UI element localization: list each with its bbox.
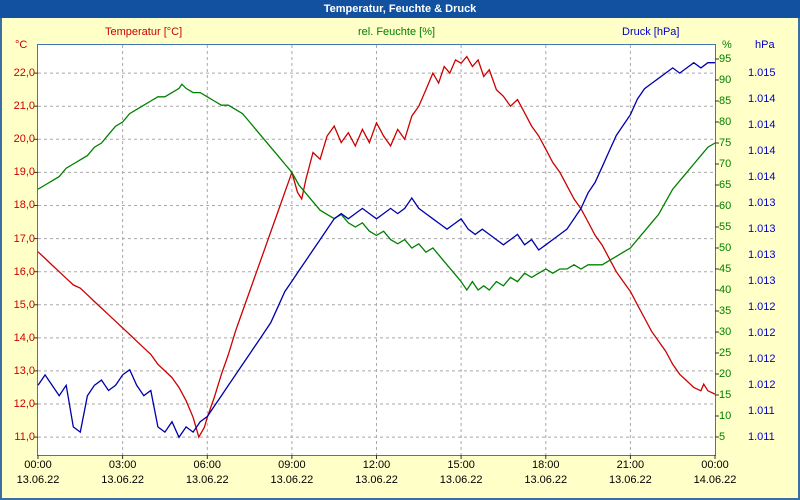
pressure-tick-label: 1.015 xyxy=(748,67,776,79)
humidity-tick-label: 5 xyxy=(719,430,726,443)
window-title: Temperatur, Feuchte & Druck xyxy=(323,3,477,15)
pressure-tick-label: 1.012 xyxy=(748,327,776,339)
date-tick-label: 13.06.22 xyxy=(608,474,652,486)
humidity-axis-unit: % xyxy=(722,39,732,51)
pressure-tick-label: 1.014 xyxy=(748,119,776,131)
date-tick-label: 13.06.22 xyxy=(439,474,483,486)
humidity-tick-label: 30 xyxy=(719,325,732,338)
temperature-line xyxy=(37,55,716,439)
date-tick-label: 13.06.22 xyxy=(185,474,229,486)
pressure-tick-label: 1.014 xyxy=(748,171,776,183)
date-tick-label: 13.06.22 xyxy=(101,474,145,486)
humidity-tick-label: 65 xyxy=(719,178,732,191)
temperature-tick-label: 16,0 xyxy=(13,265,35,278)
pressure-axis-unit: hPa xyxy=(755,39,775,51)
humidity-tick-label: 35 xyxy=(719,304,732,317)
temperature-tick-label: 18,0 xyxy=(13,199,35,212)
legend-pressure: Druck [hPa] xyxy=(622,26,680,38)
humidity-tick-label: 45 xyxy=(719,262,732,275)
humidity-line xyxy=(37,83,716,292)
pressure-tick-label: 1.012 xyxy=(748,353,776,365)
date-tick-label: 14.06.22 xyxy=(693,474,737,486)
humidity-tick-label: 90 xyxy=(719,73,732,86)
humidity-tick-label: 40 xyxy=(719,283,732,296)
temperature-tick-label: 17,0 xyxy=(13,232,35,245)
pressure-tick-label: 1.013 xyxy=(748,275,776,287)
pressure-tick-label: 1.011 xyxy=(748,431,775,443)
time-tick-label: 12:00 xyxy=(362,459,391,471)
date-tick-label: 13.06.22 xyxy=(524,474,568,486)
legend-humidity: rel. Feuchte [%] xyxy=(358,26,436,38)
pressure-tick-label: 1.013 xyxy=(748,197,776,209)
pressure-tick-label: 1.012 xyxy=(748,379,776,391)
time-tick-label: 15:00 xyxy=(447,459,475,471)
pressure-tick-label: 1.014 xyxy=(748,93,776,105)
humidity-tick-label: 50 xyxy=(719,241,732,254)
temperature-tick-label: 12,0 xyxy=(13,398,35,411)
humidity-tick-label: 95 xyxy=(719,52,732,65)
temperature-tick-label: 22,0 xyxy=(13,67,35,80)
temperature-tick-label: 21,0 xyxy=(13,100,35,113)
temperature-tick-label: 11,0 xyxy=(14,431,35,444)
date-tick-label: 13.06.22 xyxy=(16,474,60,486)
time-tick-label: 21:00 xyxy=(616,459,645,471)
date-tick-label: 13.06.22 xyxy=(270,474,314,486)
temperature-axis-unit: °C xyxy=(15,39,28,51)
date-tick-label: 13.06.22 xyxy=(355,474,398,486)
pressure-tick-label: 1.013 xyxy=(748,249,776,261)
humidity-tick-label: 85 xyxy=(719,94,732,107)
pressure-tick-label: 1.012 xyxy=(748,301,776,313)
temperature-tick-label: 19,0 xyxy=(13,166,35,179)
time-tick-label: 18:00 xyxy=(531,459,560,471)
humidity-tick-label: 25 xyxy=(719,346,732,359)
temperature-tick-label: 14,0 xyxy=(13,331,35,344)
time-tick-label: 00:00 xyxy=(24,459,52,471)
chart-plot-area xyxy=(34,44,719,459)
legend-temperature: Temperatur [°C] xyxy=(105,26,183,38)
humidity-tick-label: 55 xyxy=(719,220,732,233)
window-titlebar: Temperatur, Feuchte & Druck xyxy=(0,0,800,18)
time-tick-label: 09:00 xyxy=(278,459,306,471)
pressure-line xyxy=(37,61,715,439)
humidity-tick-label: 10 xyxy=(719,409,732,422)
pressure-tick-label: 1.013 xyxy=(748,223,776,235)
time-tick-label: 03:00 xyxy=(108,459,137,471)
humidity-tick-label: 75 xyxy=(719,136,732,149)
humidity-tick-label: 60 xyxy=(719,199,732,212)
pressure-tick-label: 1.011 xyxy=(748,405,775,417)
time-tick-label: 00:00 xyxy=(701,459,729,471)
humidity-tick-label: 15 xyxy=(719,388,732,401)
temperature-tick-label: 13,0 xyxy=(13,364,35,377)
chart-canvas xyxy=(34,45,719,459)
humidity-tick-label: 70 xyxy=(719,157,732,170)
time-tick-label: 06:00 xyxy=(193,459,222,471)
temperature-tick-label: 20,0 xyxy=(13,133,35,146)
humidity-tick-label: 80 xyxy=(719,115,732,128)
humidity-tick-label: 20 xyxy=(719,367,732,380)
temperature-tick-label: 15,0 xyxy=(13,298,35,311)
pressure-tick-label: 1.014 xyxy=(748,145,776,157)
